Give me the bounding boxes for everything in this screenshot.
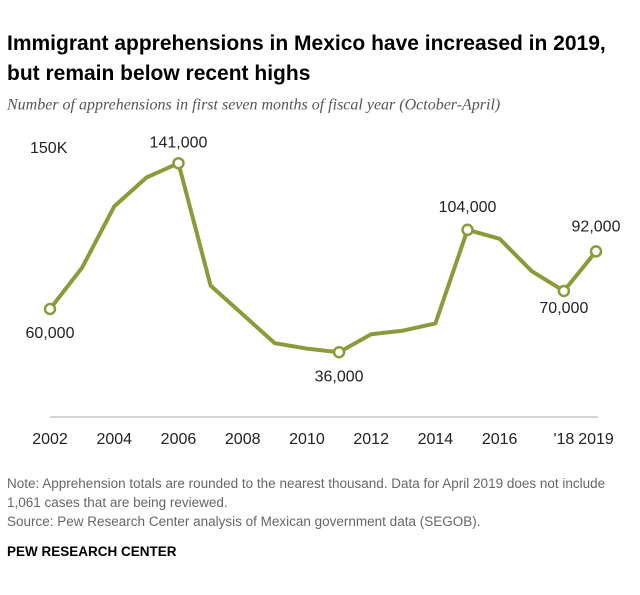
- x-tick-label: 2006: [161, 431, 197, 448]
- data-label: 60,000: [26, 325, 75, 342]
- note-text: Note: Apprehension totals are rounded to…: [7, 476, 606, 510]
- x-tick-label: 2010: [289, 431, 325, 448]
- y-tick-label: 150K: [30, 140, 68, 157]
- x-tick-label: 2019: [578, 431, 614, 448]
- point: [43, 302, 57, 316]
- x-tick-label: 2012: [353, 431, 389, 448]
- x-tick-label: 2008: [225, 431, 261, 448]
- source: Source: Pew Research Center analysis of …: [7, 514, 481, 529]
- data-label: 141,000: [150, 134, 208, 151]
- data-label: 104,000: [439, 199, 497, 216]
- point: [589, 245, 603, 258]
- x-tick-label: 2014: [418, 431, 454, 448]
- data-label: 70,000: [539, 300, 588, 317]
- data-label: 92,000: [572, 219, 621, 236]
- x-tick-label: 2004: [96, 431, 132, 448]
- point: [172, 156, 185, 170]
- point: [332, 345, 346, 359]
- footer: PEW RESEARCH CENTER: [7, 544, 177, 559]
- data-label: 36,000: [315, 368, 364, 385]
- chart-title: Immigrant apprehensions in Mexico have i…: [7, 32, 606, 85]
- point: [461, 223, 474, 237]
- x-tick-label: '18: [553, 431, 574, 448]
- chart: Immigrant apprehensions in Mexico have i…: [6, 32, 621, 449]
- x-tick-label: 2002: [32, 431, 68, 448]
- point: [557, 284, 571, 298]
- x-tick-label: 2016: [482, 431, 518, 448]
- line: [48, 161, 598, 355]
- note: Note: Apprehension totals are rounded to…: [7, 474, 627, 531]
- chart-subtitle: Number of apprehensions in first seven m…: [6, 97, 500, 114]
